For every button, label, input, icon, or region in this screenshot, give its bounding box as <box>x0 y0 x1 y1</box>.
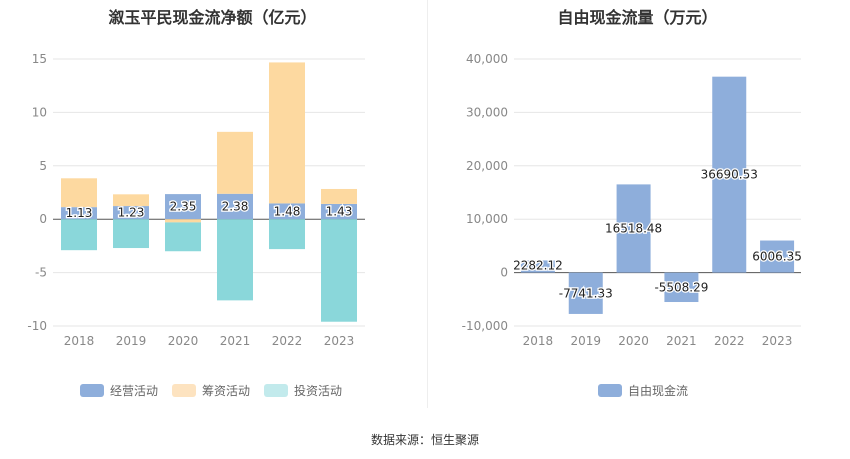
legend-label-fcf: 自由现金流 <box>628 384 689 398</box>
right-data-label: -5508.29 <box>654 280 708 294</box>
left-bar-筹资活动-2023 <box>321 188 357 204</box>
left-data-label: 1.13 <box>66 206 93 220</box>
left-bar-投资活动-2018 <box>61 219 97 251</box>
left-data-label: 1.23 <box>118 206 145 220</box>
left-bar-经营活动-2019 <box>113 206 149 220</box>
right-y-tick-label: 30,000 <box>466 105 508 119</box>
left-bar-经营活动-2020 <box>165 194 201 220</box>
legend-label-investing: 投资活动 <box>294 384 343 398</box>
chart-divider <box>427 0 428 408</box>
left-x-tick-label: 2018 <box>64 334 95 348</box>
left-y-tick-label: -10 <box>27 319 47 333</box>
left-bar-筹资活动-2019 <box>113 194 149 207</box>
left-y-tick-label: 15 <box>32 52 47 66</box>
left-chart-title: 溆玉平民现金流净额（亿元） <box>108 8 317 27</box>
left-bar-筹资活动-2021 <box>217 131 253 194</box>
legend-label-operating: 经营活动 <box>110 384 159 398</box>
legend-swatch-investing <box>264 384 289 397</box>
left-bar-经营活动-2022 <box>269 203 305 220</box>
right-data-label: -7741.33 <box>559 286 613 300</box>
right-y-tick-label: 10,000 <box>466 212 508 226</box>
left-data-label: 1.43 <box>326 205 353 219</box>
right-x-tick-label: 2023 <box>762 334 793 348</box>
right-data-label: 36690.53 <box>701 168 758 182</box>
left-bar-经营活动-2023 <box>321 203 357 220</box>
left-x-tick-label: 2019 <box>116 334 147 348</box>
legend-item-operating[interactable]: 经营活动 <box>80 382 158 399</box>
left-bar-投资活动-2021 <box>217 219 253 301</box>
legend-swatch-financing <box>172 384 197 397</box>
left-y-tick-label: 0 <box>39 212 47 226</box>
left-y-tick-label: 5 <box>39 159 47 173</box>
right-y-tick-label: 20,000 <box>466 159 508 173</box>
left-x-tick-label: 2022 <box>272 334 303 348</box>
legend-item-financing[interactable]: 筹资活动 <box>172 382 250 399</box>
right-x-tick-label: 2021 <box>666 334 697 348</box>
legend-item-fcf[interactable]: 自由现金流 <box>598 382 688 399</box>
left-data-label: 2.35 <box>170 200 197 214</box>
left-bar-经营活动-2018 <box>61 207 97 220</box>
right-data-label: 6006.35 <box>752 250 802 264</box>
right-data-label: 16518.48 <box>605 221 662 235</box>
right-bar-2022 <box>712 76 747 273</box>
right-bar-2019 <box>568 272 603 314</box>
legend-item-investing[interactable]: 投资活动 <box>264 382 342 399</box>
right-data-label: 2282.12 <box>513 259 563 273</box>
left-y-tick-label: 10 <box>32 105 47 119</box>
right-bar-2021 <box>664 272 699 303</box>
left-x-tick-label: 2021 <box>220 334 251 348</box>
left-bar-经营活动-2021 <box>217 193 253 220</box>
left-data-label: 2.38 <box>222 199 249 213</box>
right-y-tick-label: 0 <box>500 266 508 280</box>
right-y-tick-label: 40,000 <box>466 52 508 66</box>
right-legend: 自由现金流 <box>598 382 702 399</box>
left-bar-筹资活动-2020 <box>165 219 201 223</box>
left-x-tick-label: 2023 <box>324 334 355 348</box>
left-bar-筹资活动-2022 <box>269 62 305 204</box>
right-x-tick-label: 2019 <box>570 334 601 348</box>
left-bar-投资活动-2019 <box>113 219 149 249</box>
right-bar-2023 <box>760 240 795 273</box>
right-bar-2018 <box>520 260 555 273</box>
left-y-tick-label: -5 <box>35 266 47 280</box>
left-x-tick-label: 2020 <box>168 334 199 348</box>
right-chart-title: 自由现金流量（万元） <box>557 8 718 27</box>
right-x-tick-label: 2018 <box>523 334 554 348</box>
legend-swatch-fcf <box>598 384 622 397</box>
right-y-tick-label: -10,000 <box>462 319 508 333</box>
left-bar-投资活动-2022 <box>269 219 305 250</box>
legend-swatch-operating <box>80 384 104 397</box>
left-bar-投资活动-2023 <box>321 219 357 322</box>
left-bar-筹资活动-2018 <box>61 178 97 208</box>
left-data-label: 1.48 <box>274 204 301 218</box>
right-x-tick-label: 2022 <box>714 334 745 348</box>
data-source-note: 数据来源：恒生聚源 <box>370 433 479 447</box>
legend-label-financing: 筹资活动 <box>202 384 251 398</box>
right-bar-2020 <box>616 184 651 273</box>
left-legend: 经营活动 筹资活动 投资活动 <box>80 382 356 399</box>
left-bar-投资活动-2020 <box>165 222 201 252</box>
right-x-tick-label: 2020 <box>618 334 649 348</box>
